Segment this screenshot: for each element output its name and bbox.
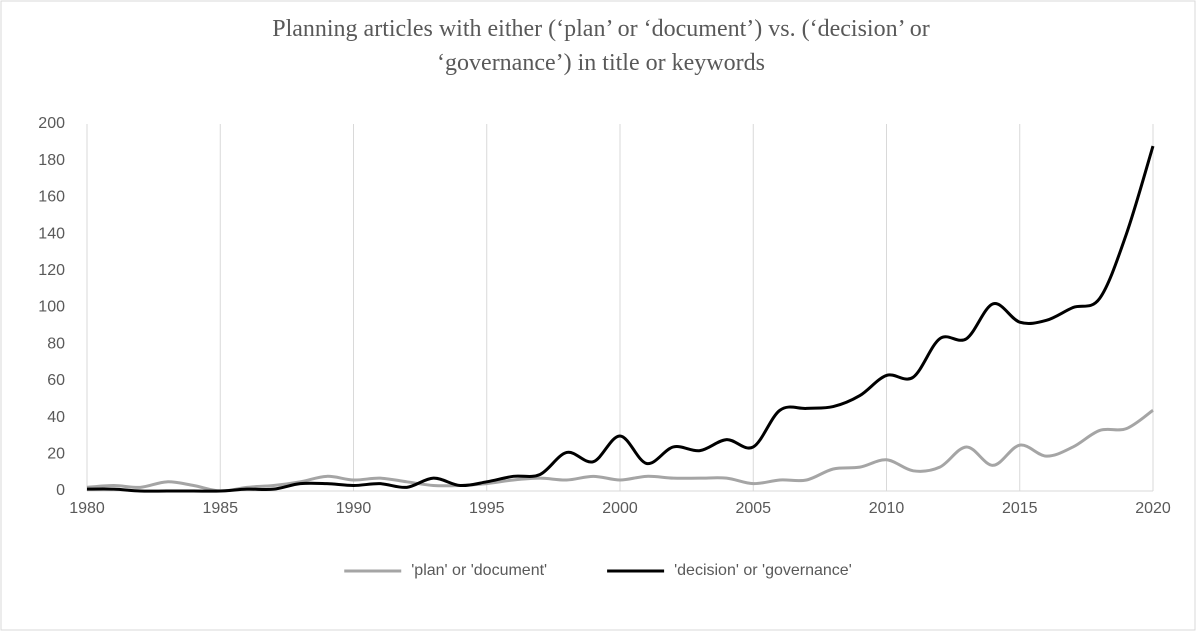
y-tick-label: 120 xyxy=(38,262,65,279)
data-line xyxy=(86,409,1154,493)
x-tick-label: 2000 xyxy=(602,500,638,517)
chart-title: Planning articles with either (‘plan’ or… xyxy=(272,16,930,76)
legend-label: 'plan' or 'document' xyxy=(411,562,547,579)
x-tick-label: 1990 xyxy=(336,500,372,517)
x-tick-label: 1980 xyxy=(69,500,105,517)
y-tick-label: 80 xyxy=(47,335,65,352)
y-tick-label: 0 xyxy=(56,482,65,499)
y-tick-label: 180 xyxy=(38,152,65,169)
data-line xyxy=(86,145,1155,493)
y-tick-label: 200 xyxy=(38,115,65,132)
legend-label: 'decision' or 'governance' xyxy=(674,562,852,579)
y-tick-label: 60 xyxy=(47,372,65,389)
x-tick-label: 1995 xyxy=(469,500,505,517)
y-tick-label: 140 xyxy=(38,225,65,242)
y-tick-label: 20 xyxy=(47,446,65,463)
y-tick-label: 160 xyxy=(38,189,65,206)
x-tick-label: 2015 xyxy=(1002,500,1038,517)
title-box: Planning articles with either (‘plan’ or… xyxy=(0,12,1202,80)
y-tick-label: 100 xyxy=(38,299,65,316)
x-tick-label: 1985 xyxy=(202,500,238,517)
x-tick-label: 2005 xyxy=(735,500,771,517)
x-tick-label: 2010 xyxy=(869,500,905,517)
x-tick-label: 2020 xyxy=(1135,500,1171,517)
y-tick-label: 40 xyxy=(47,409,65,426)
